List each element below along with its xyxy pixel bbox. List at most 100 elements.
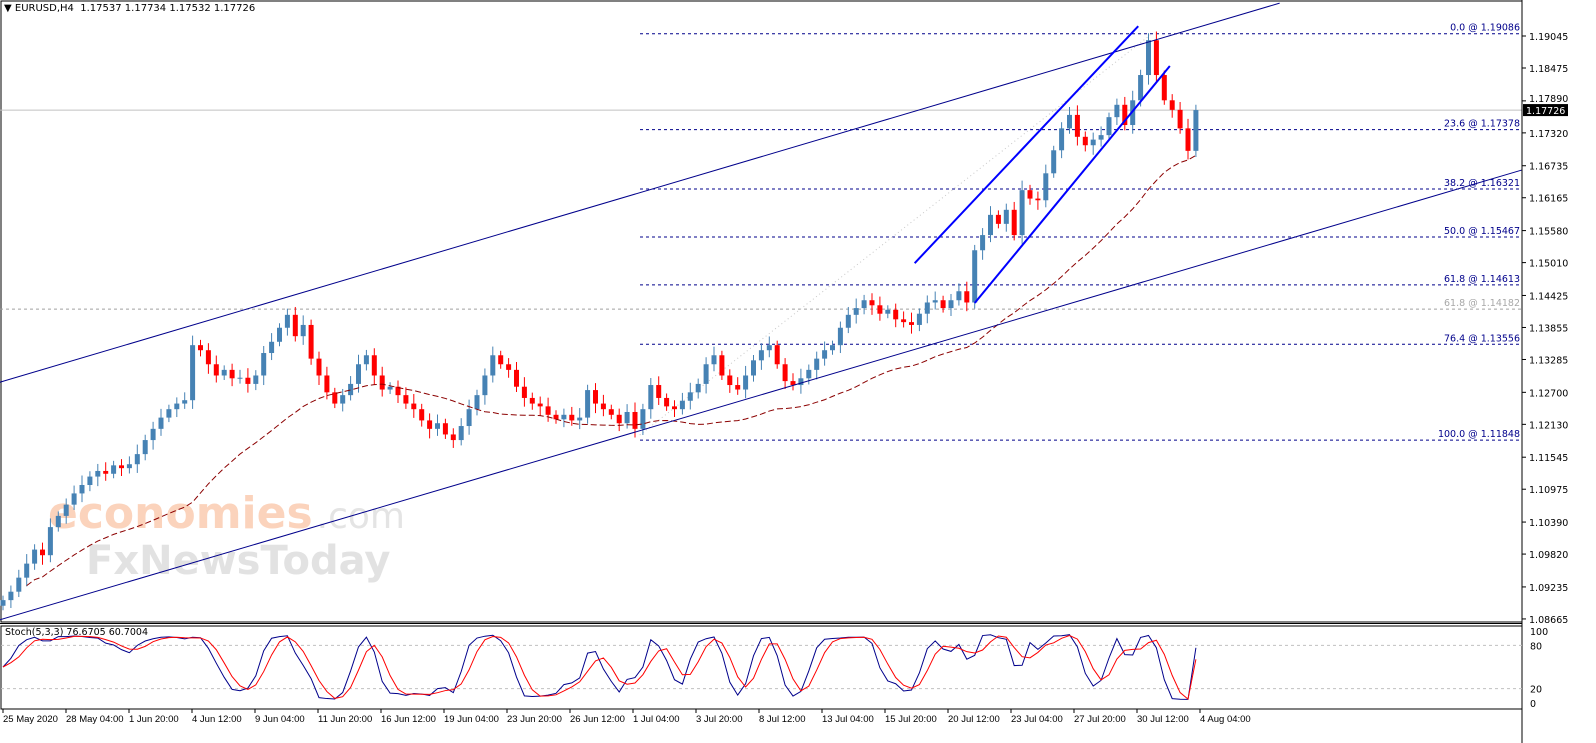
bear-candle — [735, 385, 741, 390]
bull-candle — [111, 465, 117, 474]
fib-level-label: 50.0 @ 1.15467 — [1444, 226, 1520, 237]
fib-level-label: 38.2 @ 1.16321 — [1444, 178, 1520, 189]
time-tick-label: 26 Jun 12:00 — [570, 714, 625, 725]
bear-candle — [1185, 128, 1191, 151]
bull-candle — [300, 324, 306, 337]
bear-candle — [901, 319, 907, 323]
time-tick-label: 13 Jul 04:00 — [822, 714, 874, 725]
bear-candle — [427, 420, 433, 429]
bull-candle — [679, 400, 685, 410]
bull-candle — [766, 345, 772, 351]
price-tick-label: 1.11545 — [1529, 453, 1568, 464]
bull-candle — [988, 214, 993, 236]
fib-level-label: 23.6 @ 1.17378 — [1444, 119, 1520, 130]
bear-candle — [1035, 198, 1041, 201]
bull-candle — [32, 549, 38, 564]
bull-candle — [703, 364, 709, 384]
bull-candle — [924, 302, 930, 314]
bear-candle — [411, 403, 417, 410]
bear-candle — [600, 403, 606, 410]
bull-candle — [490, 355, 496, 376]
bull-candle — [166, 409, 172, 418]
bull-candle — [1146, 40, 1151, 76]
bear-candle — [790, 381, 796, 386]
price-tick-label: 1.16735 — [1529, 162, 1568, 173]
bull-candle — [1114, 104, 1120, 118]
bull-candle — [830, 345, 835, 351]
watermark-fxnewstoday: FxNewsToday — [86, 538, 390, 584]
bull-candle — [1003, 209, 1009, 224]
bull-candle — [916, 313, 922, 325]
bull-candle — [751, 360, 756, 376]
bull-candle — [16, 577, 22, 592]
bear-candle — [664, 397, 670, 407]
bull-candle — [814, 358, 820, 370]
bear-candle — [521, 386, 527, 398]
bull-candle — [640, 409, 646, 429]
stoch-level-label: 0 — [1530, 699, 1536, 710]
fib-level-label: 0.0 @ 1.19086 — [1450, 23, 1520, 34]
bear-candle — [205, 350, 211, 365]
bull-candle — [269, 341, 275, 354]
bull-candle — [948, 300, 954, 309]
bear-candle — [1161, 75, 1167, 101]
bull-candle — [261, 353, 267, 376]
time-tick-label: 1 Jun 20:00 — [129, 714, 179, 725]
bear-candle — [198, 345, 203, 351]
fib-base-line — [639, 34, 1151, 436]
price-tick-label: 1.18475 — [1529, 64, 1568, 75]
bear-candle — [869, 300, 875, 306]
bull-candle — [55, 515, 61, 528]
time-tick-label: 19 Jun 04:00 — [444, 714, 499, 725]
bear-candle — [403, 395, 409, 404]
time-tick-label: 9 Jun 04:00 — [255, 714, 305, 725]
symbol-label: EURUSD,H4 — [14, 3, 74, 14]
bear-candle — [229, 369, 235, 379]
bear-candle — [608, 409, 614, 415]
bear-candle — [537, 403, 543, 407]
bear-candle — [632, 411, 638, 429]
bear-candle — [498, 355, 504, 365]
bull-candle — [482, 375, 488, 396]
time-tick-label: 15 Jul 20:00 — [885, 714, 937, 725]
bull-candle — [695, 383, 701, 393]
price-tick-label: 1.17320 — [1529, 129, 1568, 140]
bear-candle — [316, 358, 322, 376]
bull-candle — [980, 235, 986, 251]
bull-candle — [79, 484, 85, 494]
bear-candle — [213, 364, 219, 376]
bull-candle — [806, 369, 812, 379]
price-tick-label: 1.12130 — [1529, 420, 1568, 431]
bull-candle — [845, 314, 851, 328]
bull-candle — [87, 476, 93, 485]
bull-candle — [340, 395, 346, 404]
inner-channel-lower-trendline — [973, 65, 1171, 304]
bull-candle — [798, 378, 804, 386]
bull-candle — [837, 327, 843, 346]
bull-candle — [24, 563, 30, 578]
bull-candle — [182, 400, 188, 404]
watermark-economies: economies — [48, 488, 313, 539]
bear-candle — [103, 470, 109, 474]
bull-candle — [466, 409, 472, 427]
bear-candle — [379, 375, 385, 390]
bear-candle — [245, 377, 251, 384]
bear-candle — [995, 214, 1001, 224]
bear-candle — [371, 355, 377, 376]
price-tick-label: 1.17890 — [1529, 94, 1568, 105]
bear-candle — [719, 355, 725, 376]
bear-candle — [419, 409, 425, 421]
time-tick-label: 28 May 04:00 — [66, 714, 124, 725]
bear-candle — [1074, 114, 1080, 137]
bull-candle — [1043, 173, 1049, 201]
bull-candle — [1098, 135, 1104, 140]
bear-candle — [1011, 209, 1017, 236]
bull-candle — [853, 308, 859, 315]
inner-channel-upper-trendline — [913, 25, 1139, 264]
bull-candle — [711, 355, 717, 365]
bull-candle — [190, 345, 196, 401]
bear-candle — [909, 322, 914, 325]
bear-candle — [553, 414, 559, 420]
collapse-triangle-icon[interactable]: ▼ — [4, 3, 12, 14]
